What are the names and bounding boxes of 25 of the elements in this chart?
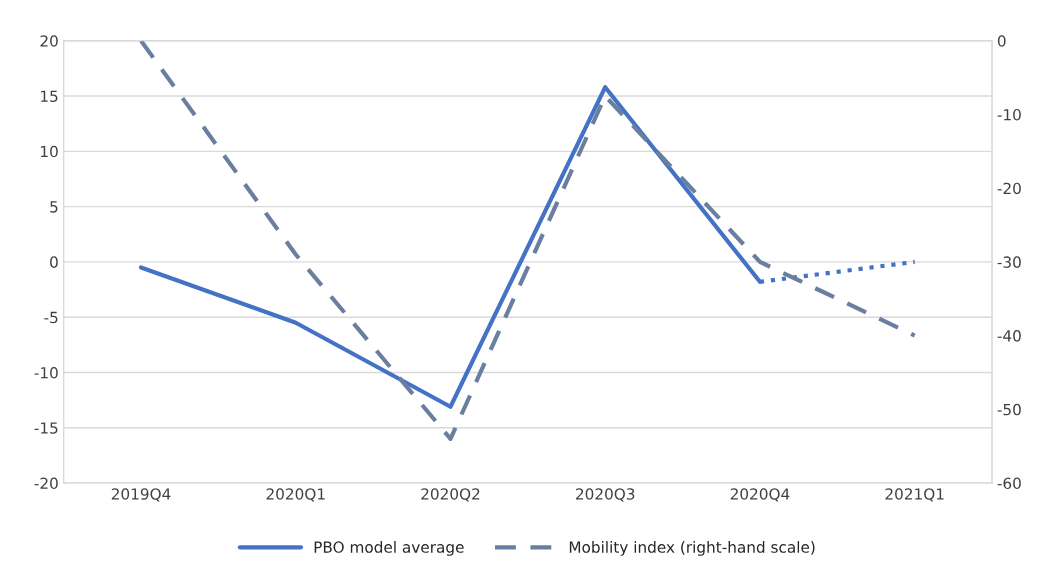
y2-tick-label: 0 xyxy=(997,35,1006,47)
x-tick-label: 2019Q4 xyxy=(111,488,171,502)
y2-tick-label: -20 xyxy=(997,182,1021,195)
y-tick-label: -20 xyxy=(34,477,58,490)
y-tick-label: 20 xyxy=(40,35,58,47)
y-tick-label: 5 xyxy=(50,201,58,213)
y2-tick-label: -60 xyxy=(997,477,1021,490)
y-tick-label: 15 xyxy=(41,90,58,103)
x-tick-label: 2020Q4 xyxy=(730,488,790,502)
y-tick-label: -15 xyxy=(34,422,58,434)
y-tick-label: -5 xyxy=(44,311,58,324)
legend-label: PBO model average xyxy=(314,541,464,556)
y-tick-label: 0 xyxy=(50,256,58,268)
line-series xyxy=(138,40,917,441)
y-tick-label: 10 xyxy=(41,145,58,158)
x-tick-label: 2020Q2 xyxy=(421,488,480,502)
legend-label: Mobility index (right-hand scale) xyxy=(569,541,815,556)
y2-tick-label: -30 xyxy=(997,256,1021,268)
y2-tick-label: -10 xyxy=(997,108,1021,121)
y-tick-label: -10 xyxy=(34,366,58,379)
x-tick-label: 2021Q1 xyxy=(885,488,944,502)
x-tick-label: 2020Q1 xyxy=(266,488,325,502)
x-tick-label: 2020Q3 xyxy=(576,488,635,502)
y2-tick-label: -50 xyxy=(997,403,1021,416)
y2-tick-label: -40 xyxy=(997,330,1021,342)
